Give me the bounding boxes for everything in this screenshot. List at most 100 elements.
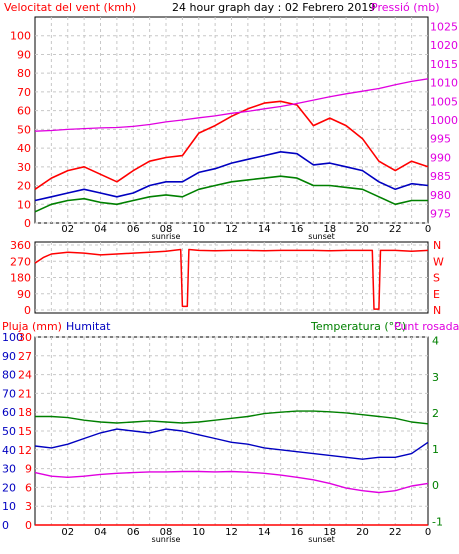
rain-y-tick-label: 21 (18, 387, 32, 400)
wind-y-ticks: 0 10 20 30 40 50 60 70 80 90 100 (10, 30, 31, 230)
x-tick-label: 20 (356, 527, 369, 538)
sunset-marker: sunset (308, 535, 335, 544)
x-tick-label: 18 (323, 224, 336, 235)
pressure-y-tick-label: 1005 (430, 95, 458, 108)
direction-y-tick-label: 180 (10, 272, 31, 285)
direction-y-tick-label: 90 (17, 288, 31, 301)
wind-gust-line (34, 100, 429, 190)
humidity-y-tick-label: 60 (2, 406, 16, 419)
pressure-y-tick-label: 990 (430, 151, 451, 164)
humidity-y-tick-label: 70 (2, 387, 16, 400)
wind-y-tick-label: 20 (17, 180, 31, 193)
x-tick-label: 02 (61, 224, 74, 235)
humidity-y-tick-label: 50 (2, 425, 16, 438)
direction-panel-grid (35, 242, 428, 313)
temperature-line (35, 410, 429, 425)
x-tick-label: 08 (160, 527, 173, 538)
pressure-y-tick-label: 1025 (430, 20, 458, 33)
chart-title: 24 hour graph day : 02 Febrero 2019 (172, 1, 375, 14)
x-tick-label: 12 (225, 527, 238, 538)
sunset-marker: sunset (308, 232, 335, 241)
x-tick-label: 18 (323, 527, 336, 538)
x-tick-label: 22 (389, 527, 402, 538)
wind-y-tick-label: 40 (17, 142, 31, 155)
direction-y-tick-label: 360 (10, 239, 31, 252)
pressure-y-tick-label: 1000 (430, 114, 458, 127)
humidity-y-tick-label: 0 (2, 519, 9, 532)
compass-label: W (433, 255, 444, 268)
wind-series (34, 78, 429, 213)
rain-y-tick-label: 3 (25, 500, 32, 513)
x-tick-label: 08 (160, 224, 173, 235)
rain-y-tick-label: 24 (18, 369, 32, 382)
rain-y-tick-label: 15 (18, 425, 32, 438)
wind-y-tick-label: 60 (17, 105, 31, 118)
pressure-y-tick-label: 980 (430, 189, 451, 202)
direction-y-tick-label: 270 (10, 255, 31, 268)
compass-label: E (433, 288, 440, 301)
wind-y-tick-label: 100 (10, 30, 31, 43)
rain-y-tick-label: 30 (18, 331, 32, 344)
rain-y-tick-label: 18 (18, 406, 32, 419)
wind-direction-line (34, 248, 429, 310)
pressure-y-tick-label: 1020 (430, 39, 458, 52)
temperature-y-tick-label: 3 (432, 371, 439, 384)
bottom-x-ticks: 02 04 06 08 10 12 14 16 18 20 22 0 sunrise sunset (61, 527, 431, 544)
x-tick-label: 20 (356, 224, 369, 235)
rain-y-tick-label: 6 (25, 481, 32, 494)
compass-label: N (433, 239, 441, 252)
x-tick-label: 22 (389, 224, 402, 235)
rain-y-tick-label: 27 (18, 350, 32, 363)
rain-y-ticks: 0 10 20 30 40 50 60 70 80 90 100 (2, 331, 23, 532)
direction-y-tick-label: 0 (24, 304, 31, 317)
wind-y-tick-label: 10 (17, 198, 31, 211)
direction-y-ticks: 0 90 180 270 360 (10, 239, 31, 317)
x-tick-label: 16 (291, 224, 304, 235)
rain-axis-title: Pluja (mm) (2, 320, 62, 333)
humidity-y-tick-label: 30 (2, 463, 16, 476)
temperature-y-tick-label: 0 (432, 479, 439, 492)
pressure-line (34, 78, 429, 132)
x-tick-label: 04 (94, 527, 107, 538)
bottom-panel-frame (34, 336, 429, 526)
x-tick-label: 14 (258, 224, 271, 235)
x-tick-label: 12 (225, 224, 238, 235)
x-tick-label: 14 (258, 527, 271, 538)
x-tick-label: 04 (94, 224, 107, 235)
humidity-y-ticks: 0 3 6 9 12 15 18 21 24 27 30 (18, 331, 32, 532)
pressure-y-ticks: 975 980 985 990 995 1000 1005 1010 1015 1020 1025 (430, 20, 458, 220)
wind-x-ticks: 02 04 06 08 10 12 14 16 18 20 22 0 sunrise sunset (61, 224, 431, 241)
dew-point-line (34, 470, 429, 494)
pressure-y-tick-label: 1010 (430, 77, 458, 90)
temperature-y-tick-label: 1 (432, 443, 439, 456)
rain-y-tick-label: 12 (18, 444, 32, 457)
x-tick-label: 06 (127, 527, 140, 538)
humidity-y-tick-label: 10 (2, 500, 16, 513)
humidity-y-tick-label: 20 (2, 481, 16, 494)
humidity-line (34, 428, 429, 460)
pressure-y-tick-label: 995 (430, 133, 451, 146)
x-tick-label: 10 (192, 527, 205, 538)
x-tick-label: 02 (61, 527, 74, 538)
wind-y-tick-label: 70 (17, 86, 31, 99)
sunrise-marker: sunrise (152, 232, 181, 241)
temperature-axis-title: Temperatura (°C) (310, 320, 406, 333)
wind-low-line (34, 175, 428, 213)
dew-point-axis-title: Punt rosada (394, 320, 459, 333)
wind-axis-title: Velocitat del vent (kmh) (4, 1, 136, 14)
humidity-y-tick-label: 80 (2, 369, 16, 382)
direction-series (34, 248, 429, 310)
x-tick-label: 16 (291, 527, 304, 538)
temperature-y-tick-label: -1 (432, 515, 443, 528)
pressure-y-tick-label: 985 (430, 170, 451, 183)
humidity-y-tick-label: 90 (2, 350, 16, 363)
wind-y-tick-label: 50 (17, 123, 31, 136)
wind-y-tick-label: 90 (17, 48, 31, 61)
temperature-y-tick-label: 4 (432, 335, 439, 348)
humidity-y-tick-label: 100 (2, 331, 23, 344)
pressure-y-tick-label: 975 (430, 208, 451, 221)
x-tick-label: 06 (127, 224, 140, 235)
bottom-panel-grid (35, 336, 428, 526)
sunrise-marker: sunrise (152, 535, 181, 544)
